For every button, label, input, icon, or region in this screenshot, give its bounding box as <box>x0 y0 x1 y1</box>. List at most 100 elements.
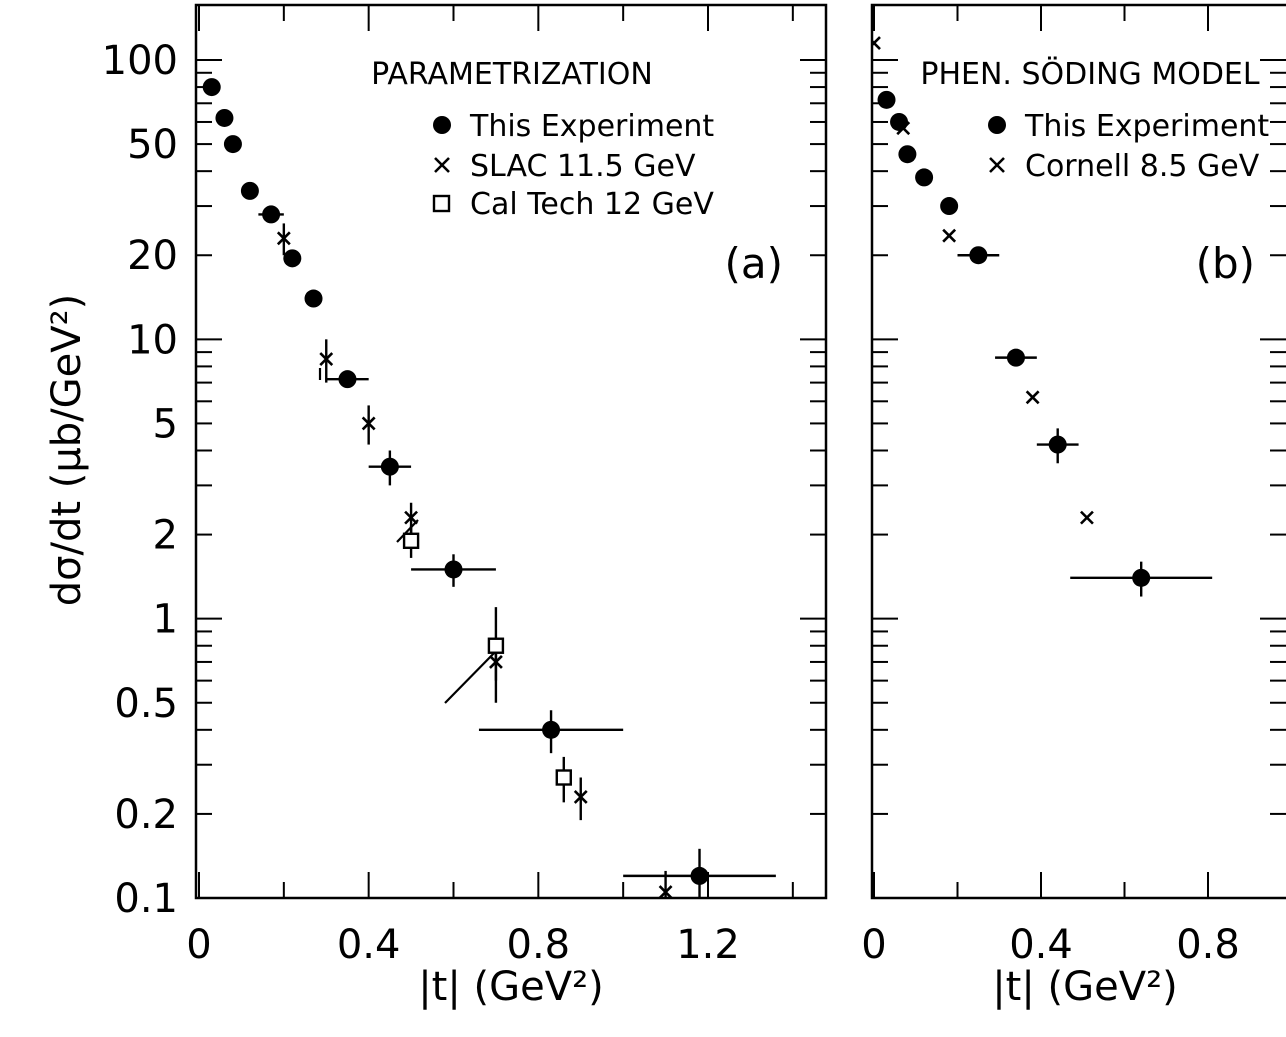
panel-a-legend-title: PARAMETRIZATION <box>371 57 653 92</box>
data-point-circle <box>240 181 259 200</box>
circle-marker <box>283 249 302 268</box>
legend-marker-cross <box>434 157 450 173</box>
panel-a: 0.1 0.2 0.5 1 2 5 10 20 50 100 0 0.4 0.8 1.2 |t| (Ge… <box>102 3 828 1010</box>
cross-stroke <box>276 231 291 246</box>
data-point-circle <box>215 108 234 127</box>
legend-marker-circle <box>433 116 451 134</box>
y-tick-label: 10 <box>127 317 178 363</box>
data-point-cross <box>319 339 334 383</box>
x-tick-label: 0 <box>861 922 886 968</box>
circle-marker <box>940 197 959 216</box>
panel-a-x-tick-labels: 0 0.4 0.8 1.2 <box>186 922 740 968</box>
panel-a-legend: PARAMETRIZATION This Experiment SLAC 11.… <box>371 57 714 222</box>
data-point-circle <box>957 246 1000 265</box>
cross-stroke <box>896 121 911 136</box>
y-tick-label: 20 <box>127 233 178 279</box>
data-point-circle <box>1036 428 1079 464</box>
data-point-circle <box>223 135 242 154</box>
x-tick-label: 0.4 <box>1009 922 1073 968</box>
data-point-circle <box>202 78 221 97</box>
y-tick-label: 1 <box>153 597 178 643</box>
legend-entry-cornell: Cornell 8.5 GeV <box>1025 149 1260 184</box>
data-point-cross <box>573 777 588 821</box>
data-point-cross <box>1080 510 1094 525</box>
legend-marker-cross <box>989 157 1005 173</box>
y-tick-label: 0.2 <box>114 792 178 838</box>
panel-b-ticks <box>872 5 1286 899</box>
cross-stroke <box>1025 390 1040 405</box>
data-point-circle <box>623 848 776 898</box>
y-tick-label: 0.1 <box>114 876 178 922</box>
legend-entry-caltech: Cal Tech 12 GeV <box>470 187 714 222</box>
data-point-circle <box>478 710 624 754</box>
circle-marker <box>915 168 934 187</box>
square-marker <box>402 532 420 550</box>
data-point-circle <box>304 289 323 308</box>
data-point-square <box>555 756 572 803</box>
panel-b-x-axis-title: |t| (GeV²) <box>992 964 1178 1010</box>
data-point-circle <box>326 370 369 389</box>
circle-marker <box>1132 568 1151 587</box>
x-tick-label: 0.8 <box>1176 922 1240 968</box>
circle-marker <box>304 289 323 308</box>
y-tick-label: 0.5 <box>114 681 178 727</box>
circle-marker <box>338 370 357 389</box>
data-point-circle <box>890 112 909 131</box>
data-point-square <box>402 525 420 558</box>
data-point-cross <box>1025 390 1040 405</box>
panel-b-data-marks <box>872 36 1213 597</box>
cross-stroke <box>404 510 419 525</box>
circle-marker <box>1006 348 1025 367</box>
panel-b-legend: PHEN. SÖDING MODEL This Experiment Corne… <box>920 56 1269 184</box>
cross-stroke <box>942 228 957 243</box>
cross-stroke <box>361 416 376 431</box>
cross-stroke <box>573 790 588 804</box>
x-tick-label: 1.2 <box>676 922 740 968</box>
fit-segment <box>444 646 501 704</box>
square-marker <box>555 769 572 786</box>
square-marker <box>487 637 505 654</box>
data-point-circle <box>898 145 917 164</box>
circle-marker <box>969 246 988 265</box>
data-point-cross <box>942 228 957 243</box>
data-point-square <box>487 607 505 703</box>
legend-entry-this-experiment-a: This Experiment <box>469 109 714 144</box>
data-point-circle <box>258 205 284 224</box>
circle-marker <box>223 135 242 154</box>
x-tick-label: 0 <box>186 922 211 968</box>
circle-marker <box>542 720 561 739</box>
panel-b-x-tick-labels: 0 0.4 0.8 <box>861 922 1240 968</box>
y-tick-label: 5 <box>153 401 178 447</box>
cross-stroke <box>319 352 334 366</box>
panel-a-data-marks <box>202 78 776 898</box>
x-tick-label: 0.4 <box>337 922 401 968</box>
data-point-circle <box>1070 561 1213 597</box>
legend-marker-square <box>432 194 451 213</box>
legend-entry-slac: SLAC 11.5 GeV <box>470 149 696 184</box>
cross-stroke <box>1080 510 1094 525</box>
circle-marker <box>215 108 234 127</box>
circle-marker <box>890 112 909 131</box>
panel-b-frame <box>870 3 1286 900</box>
panel-a-y-tick-labels: 0.1 0.2 0.5 1 2 5 10 20 50 100 <box>102 38 178 922</box>
data-point-cross <box>658 870 673 898</box>
data-point-cross <box>276 223 291 256</box>
y-axis-title: dσ/dt (μb/GeV²) <box>44 294 90 607</box>
data-point-circle <box>915 168 934 187</box>
panel-b: 0 0.4 0.8 |t| (GeV²) PHEN. SÖDING MODEL Th… <box>861 3 1286 1010</box>
data-point-circle <box>411 554 496 587</box>
circle-marker <box>690 866 709 885</box>
y-tick-label: 50 <box>127 122 178 168</box>
circle-marker <box>380 457 399 476</box>
circle-marker <box>240 181 259 200</box>
cross-stroke <box>872 36 881 47</box>
circle-marker <box>202 78 221 97</box>
data-point-circle <box>877 90 896 109</box>
data-point-circle <box>283 249 302 268</box>
circle-marker <box>898 145 917 164</box>
cross-stroke <box>658 885 673 898</box>
legend-entry-this-experiment-b: This Experiment <box>1024 109 1269 144</box>
data-point-cross <box>361 405 376 445</box>
panel-a-frame <box>194 3 828 900</box>
